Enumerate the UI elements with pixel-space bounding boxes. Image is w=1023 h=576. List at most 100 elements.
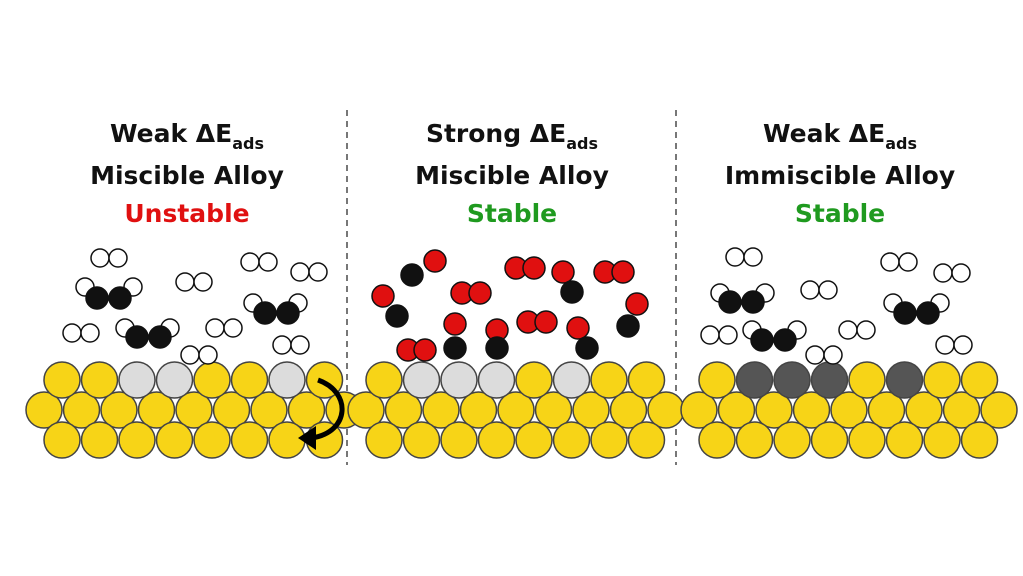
strength-text: Strong ΔE <box>426 119 566 148</box>
atom <box>810 361 849 399</box>
strength-label: Strong ΔEads <box>426 119 598 153</box>
atom <box>792 391 831 429</box>
molecule-atom <box>148 325 172 349</box>
molecule-atom <box>371 284 395 308</box>
atom <box>572 391 610 429</box>
atom <box>627 361 666 399</box>
strength-label: Weak ΔEads <box>763 119 917 153</box>
atom <box>942 391 981 429</box>
atom <box>960 421 999 459</box>
atom <box>515 361 553 399</box>
molecule-atom <box>308 262 328 282</box>
atom <box>268 361 306 399</box>
atom <box>62 391 101 429</box>
atom <box>459 391 498 429</box>
molecule-atom <box>468 281 492 305</box>
strength-text: Weak ΔE <box>763 119 885 148</box>
atom <box>960 361 999 399</box>
atom <box>515 421 553 459</box>
molecule-atom <box>933 263 953 283</box>
molecule-atom <box>893 301 917 325</box>
molecule-atom <box>290 262 310 282</box>
molecule-atom <box>290 335 310 355</box>
molecule-atom <box>718 325 738 345</box>
atoms <box>25 361 1018 459</box>
strength-subscript: ads <box>885 134 917 153</box>
atom <box>698 421 736 459</box>
molecule-atom <box>193 272 213 292</box>
molecule-atom <box>90 248 110 268</box>
atom <box>137 391 176 429</box>
atom <box>230 361 269 399</box>
molecule-atom <box>85 286 109 310</box>
molecule-atom <box>413 338 437 362</box>
atom <box>590 421 628 459</box>
molecule-atom <box>80 323 100 343</box>
molecule-atom <box>773 328 797 352</box>
atom <box>384 391 423 429</box>
molecule-atom <box>534 310 558 334</box>
atom <box>590 361 628 399</box>
molecule-atom <box>823 345 843 365</box>
atom <box>80 421 119 459</box>
atom <box>627 421 666 459</box>
atom <box>848 421 886 459</box>
atom <box>867 391 906 429</box>
atom <box>80 361 119 399</box>
molecule-atom <box>205 318 225 338</box>
molecule-atom <box>240 252 260 272</box>
atom <box>25 391 63 429</box>
atom <box>100 391 138 429</box>
atom <box>287 391 326 429</box>
molecule-atom <box>551 260 575 284</box>
atom <box>477 361 516 399</box>
molecule-atom <box>253 301 277 325</box>
atom <box>477 421 516 459</box>
atom <box>193 421 231 459</box>
molecules <box>62 247 973 365</box>
atom <box>250 391 288 429</box>
molecule-atom <box>575 336 599 360</box>
atom <box>422 391 460 429</box>
atom <box>440 361 478 399</box>
atom <box>698 361 736 399</box>
atom <box>848 361 886 399</box>
atom <box>440 421 478 459</box>
strength-subscript: ads <box>232 134 264 153</box>
molecule-atom <box>443 312 467 336</box>
atom <box>230 421 269 459</box>
atom <box>347 391 385 429</box>
molecule-atom <box>611 260 635 284</box>
molecule-atom <box>180 345 200 365</box>
atom <box>175 391 213 429</box>
atom <box>402 361 441 399</box>
molecule-atom <box>856 320 876 340</box>
atom <box>365 361 403 399</box>
molecule-atom <box>838 320 858 340</box>
alloy-label: Miscible Alloy <box>90 161 284 190</box>
atom <box>268 421 306 459</box>
molecule-atom <box>700 325 720 345</box>
atom <box>552 421 591 459</box>
atom <box>717 391 756 429</box>
atom <box>923 361 961 399</box>
molecule-atom <box>125 325 149 349</box>
atom <box>980 391 1018 429</box>
atom <box>155 421 194 459</box>
atom <box>155 361 194 399</box>
molecule-atom <box>935 335 955 355</box>
arrow-head <box>298 426 316 450</box>
atom <box>609 391 648 429</box>
alloy-label: Miscible Alloy <box>415 161 609 190</box>
strength-label: Weak ΔEads <box>110 119 264 153</box>
molecule-atom <box>951 263 971 283</box>
molecule-atom <box>198 345 218 365</box>
alloy-label: Immiscible Alloy <box>725 161 955 190</box>
molecule-atom <box>916 301 940 325</box>
molecule-atom <box>625 292 649 316</box>
molecule-atom <box>718 290 742 314</box>
molecule-atom <box>108 286 132 310</box>
